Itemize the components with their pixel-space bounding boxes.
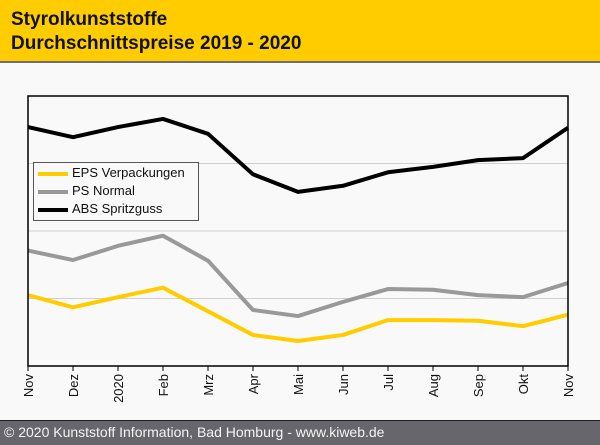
series-line-eps-verpackungen [27,285,569,344]
x-tick-label: Dez [66,374,81,397]
x-tick-label: 2020 [111,374,126,403]
x-tick-label: Feb [156,374,171,396]
series-lines [27,116,570,344]
chart-subtitle: Durchschnittspreise 2019 - 2020 [11,33,302,54]
legend-swatch-abs [38,208,68,212]
legend-label-eps: EPS Verpackungen [72,165,185,180]
x-tick-label: Okt [516,374,531,395]
footer: © 2020 Kunststoff Information, Bad Hombu… [0,420,600,445]
x-tick-label: Sep [471,374,486,397]
x-tick-label: Mrz [201,374,216,396]
legend: EPS Verpackungen PS Normal ABS Spritzgus… [33,162,199,221]
legend-swatch-eps [38,172,68,176]
legend-label-ps: PS Normal [72,183,135,198]
legend-swatch-ps [38,190,68,194]
x-tick-label: Apr [246,373,261,394]
chart-title: Styrolkunststoffe [11,9,168,30]
x-axis-ticks: Nov Dez 2020 Feb Mrz Apr Mai Jun Jul Aug Sep Okt Nov [21,366,576,403]
x-tick-label: Aug [426,374,441,397]
x-tick-label: Jun [336,374,351,395]
x-tick-label: Nov [561,374,576,398]
x-tick-label: Nov [21,374,36,398]
copyright-text: © 2020 Kunststoff Information, Bad Hombu… [4,424,385,440]
x-tick-label: Jul [381,374,396,391]
chart-header: Styrolkunststoffe Durchschnittspreise 20… [0,0,600,63]
line-chart: Nov Dez 2020 Feb Mrz Apr Mai Jun Jul Aug Sep Okt Nov [21,95,576,403]
series-line-ps-normal [27,233,569,319]
series-line-abs-spritzguss [27,116,570,194]
legend-label-abs: ABS Spritzguss [72,201,163,216]
x-tick-label: Mai [291,374,306,395]
